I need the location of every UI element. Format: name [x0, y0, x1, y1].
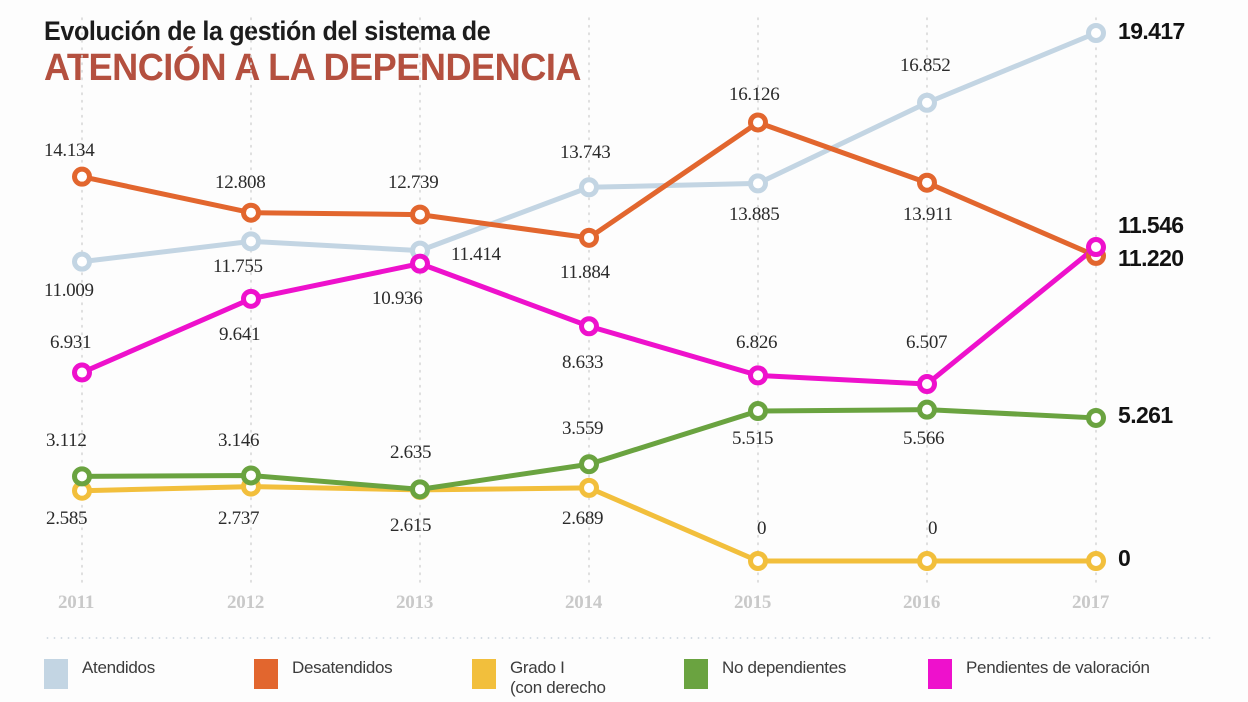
x-tick-2012: 2012	[227, 592, 265, 613]
data-point[interactable]	[748, 112, 768, 133]
legend-item-grado-i[interactable]: Grado I (con derecho	[472, 658, 606, 698]
data-point[interactable]	[1086, 23, 1106, 43]
data-label: 0	[928, 518, 938, 539]
legend-separator	[44, 637, 1212, 639]
data-point[interactable]	[410, 204, 430, 225]
data-point[interactable]	[579, 477, 599, 498]
data-label: 2.615	[390, 515, 432, 536]
data-label: 8.633	[562, 352, 604, 373]
data-point[interactable]	[748, 551, 768, 571]
data-point[interactable]	[241, 465, 261, 486]
data-point[interactable]	[72, 466, 92, 487]
data-label: 0	[1118, 545, 1131, 571]
data-point[interactable]	[917, 551, 937, 571]
legend-item-pendientes-de-valoraci-n[interactable]: Pendientes de valoración	[928, 658, 1150, 689]
page-title: Evolución de la gestión del sistema de A…	[44, 16, 684, 89]
data-label: 11.884	[560, 262, 610, 283]
data-label: 2.737	[218, 508, 260, 529]
chart-canvas	[72, 17, 1106, 583]
legend-label: Desatendidos	[292, 658, 393, 677]
data-point[interactable]	[72, 166, 92, 187]
title-line-secondary: ATENCIÓN A LA DEPENDENCIA	[44, 47, 582, 89]
data-point[interactable]	[917, 374, 937, 395]
legend-label: No dependientes	[722, 658, 847, 677]
data-point[interactable]	[1086, 237, 1106, 258]
data-label: 13.743	[560, 142, 611, 163]
data-label: 3.559	[562, 418, 604, 439]
data-point[interactable]	[241, 231, 261, 252]
data-point[interactable]	[917, 92, 937, 113]
data-label: 2.689	[562, 508, 604, 529]
x-tick-2015: 2015	[734, 592, 772, 613]
line-chart: 14.134 11.009 6.931 3.112 2.585 12.808 11.755 9…	[44, 17, 1185, 613]
data-point[interactable]	[579, 177, 599, 198]
data-label: 19.417	[1118, 18, 1185, 44]
title-line-primary: Evolución de la gestión del sistema de	[44, 16, 491, 46]
legend-item-no-dependientes[interactable]: No dependientes	[684, 658, 846, 689]
legend-label: Grado I (con derecho	[510, 658, 606, 697]
data-label: 3.146	[218, 430, 260, 451]
data-label: 6.931	[50, 332, 92, 353]
data-label: 6.826	[736, 332, 778, 353]
data-point[interactable]	[1086, 551, 1106, 571]
data-point[interactable]	[410, 479, 430, 500]
data-point[interactable]	[241, 288, 261, 309]
data-label: 3.112	[46, 430, 87, 451]
data-point[interactable]	[748, 365, 768, 386]
data-label: 5.261	[1118, 402, 1173, 428]
data-label: 11.009	[44, 280, 94, 301]
legend-swatch-icon	[472, 659, 496, 689]
data-point[interactable]	[241, 202, 261, 223]
data-point[interactable]	[579, 227, 599, 248]
data-point[interactable]	[917, 399, 937, 420]
x-tick-2011: 2011	[58, 592, 95, 613]
data-point[interactable]	[579, 316, 599, 337]
data-label: 16.852	[900, 55, 951, 76]
data-point[interactable]	[72, 251, 92, 272]
data-label: 9.641	[219, 324, 261, 345]
legend-item-atendidos[interactable]: Atendidos	[44, 658, 155, 689]
data-label: 0	[757, 518, 767, 539]
x-tick-2013: 2013	[396, 592, 434, 613]
x-tick-2014: 2014	[565, 592, 603, 613]
legend-swatch-icon	[684, 659, 708, 689]
data-point[interactable]	[1086, 407, 1106, 428]
legend-swatch-icon	[928, 659, 952, 689]
data-point[interactable]	[748, 401, 768, 422]
data-point[interactable]	[748, 173, 768, 194]
data-label: 16.126	[729, 84, 780, 105]
data-label: 6.507	[906, 332, 948, 353]
legend-sublabel: (con derecho	[510, 678, 606, 697]
legend-swatch-icon	[254, 659, 278, 689]
legend-label: Pendientes de valoración	[966, 658, 1150, 677]
data-label: 10.936	[372, 288, 423, 309]
legend-item-desatendidos[interactable]: Desatendidos	[254, 658, 393, 689]
data-label: 11.220	[1118, 245, 1184, 271]
x-tick-2017: 2017	[1072, 592, 1110, 613]
data-label: 13.885	[729, 204, 780, 225]
data-label: 13.911	[903, 204, 953, 225]
data-point[interactable]	[72, 362, 92, 383]
data-label: 12.808	[215, 172, 266, 193]
data-point[interactable]	[917, 172, 937, 193]
data-label: 2.635	[390, 442, 432, 463]
data-label: 11.414	[451, 244, 501, 265]
data-label: 5.515	[732, 428, 774, 449]
legend-swatch-icon	[44, 659, 68, 689]
data-label: 5.566	[903, 428, 945, 449]
data-label: 11.755	[213, 256, 263, 277]
chart-legend: Atendidos Desatendidos Grado I (con derecho…	[44, 658, 1224, 702]
data-label: 2.585	[46, 508, 88, 529]
data-label: 14.134	[44, 140, 95, 161]
data-point[interactable]	[579, 454, 599, 475]
data-label: 12.739	[388, 172, 439, 193]
data-label: 11.546	[1118, 212, 1184, 238]
data-point[interactable]	[410, 253, 430, 274]
legend-label: Atendidos	[82, 658, 155, 677]
x-tick-2016: 2016	[903, 592, 941, 613]
